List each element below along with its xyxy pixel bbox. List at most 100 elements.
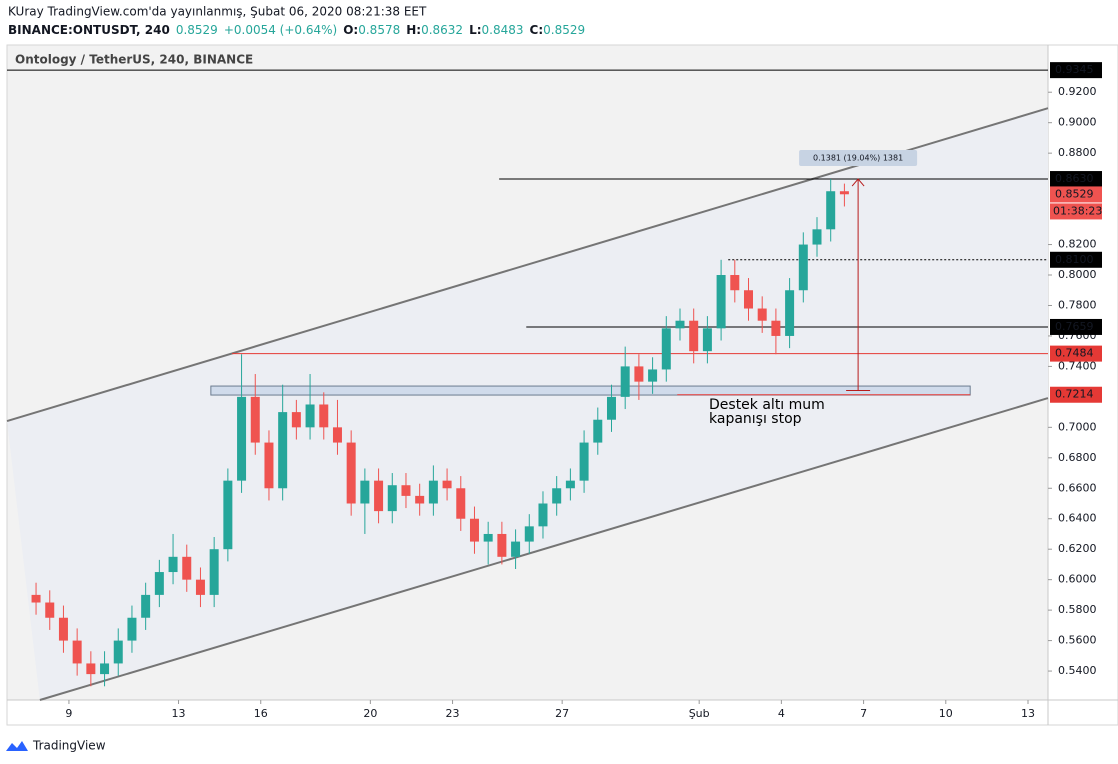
candle-body <box>332 427 342 443</box>
candle-body <box>264 442 274 489</box>
y-tick-label: 0.9000 <box>1058 116 1097 129</box>
candle-body <box>182 556 192 580</box>
candle-body <box>483 533 493 542</box>
candle-body <box>195 579 205 595</box>
candle-body <box>812 229 822 245</box>
price-tag-label: 0.9345 <box>1055 63 1094 76</box>
ohlc-value: 0.8483 <box>482 23 524 37</box>
candle-body <box>511 541 521 557</box>
annotation: kapanışı stop <box>709 411 802 427</box>
candle-body <box>716 275 726 329</box>
candle-body <box>593 419 603 443</box>
measure-box <box>799 150 918 167</box>
candle-body <box>237 396 247 481</box>
y-tick-label: 0.6000 <box>1058 573 1097 586</box>
candle-body <box>360 480 370 504</box>
candle-body <box>100 663 110 675</box>
countdown-tag <box>1050 203 1102 220</box>
x-tick-label: 4 <box>778 707 785 720</box>
candle-body <box>374 480 384 512</box>
countdown: 01:38:23 <box>1053 204 1102 217</box>
ohlc-value: 0.8578 <box>358 23 400 37</box>
candle-body <box>127 617 137 641</box>
x-tick-label: Şub <box>689 707 710 720</box>
candle-body <box>497 533 507 557</box>
candle-body <box>579 442 589 481</box>
price-tag-label: 0.7659 <box>1055 320 1094 333</box>
y-tick-label: 0.6400 <box>1058 512 1097 525</box>
x-tick-label: 23 <box>446 707 460 720</box>
ohlc-label: H: <box>406 23 421 37</box>
candle-body <box>730 275 740 291</box>
price-tag-label: 0.7214 <box>1055 388 1094 401</box>
y-tick-label: 0.6600 <box>1058 481 1097 494</box>
candle-body <box>648 369 658 382</box>
candle-body <box>826 191 836 230</box>
candle-body <box>223 480 233 550</box>
measure-label: 0.1381 (19.04%) 1381 <box>813 154 903 163</box>
annotation: Destek altı mum <box>709 397 825 413</box>
candle-body <box>31 594 41 603</box>
candle-body <box>757 308 767 321</box>
measure-head <box>851 178 865 187</box>
candle-body <box>319 404 329 428</box>
candle-body <box>839 191 849 195</box>
candle-body <box>168 556 178 573</box>
x-tick-label: 16 <box>254 707 268 720</box>
symbol-line: BINANCE:ONTUSDT, 240 0.8529 +0.0054 (+0.64… <box>8 23 585 37</box>
candle-body <box>456 488 466 519</box>
y-tick-label: 0.5800 <box>1058 603 1097 616</box>
candle-body <box>798 244 808 291</box>
price-tag <box>1050 186 1102 203</box>
y-tick-label: 0.5400 <box>1058 664 1097 677</box>
candle-body <box>209 549 219 595</box>
price-tag <box>1050 251 1102 268</box>
y-tick-label: 0.8800 <box>1058 146 1097 159</box>
candle-body <box>634 366 644 382</box>
candle-body <box>86 663 96 675</box>
x-tick-label: 13 <box>172 707 186 720</box>
y-tick-label: 0.6800 <box>1058 451 1097 464</box>
price-tag <box>1050 171 1102 188</box>
candle-body <box>552 488 562 504</box>
y-tick-label: 0.5600 <box>1058 634 1097 647</box>
candle-body <box>45 602 55 618</box>
price-tag <box>1050 345 1102 362</box>
price-tag <box>1050 318 1102 335</box>
y-tick-label: 0.7000 <box>1058 420 1097 433</box>
ohlc-label: C: <box>530 23 544 37</box>
y-tick-label: 0.6200 <box>1058 542 1097 555</box>
y-tick-label: 0.8000 <box>1058 268 1097 281</box>
candle-body <box>606 396 616 420</box>
price-tag-label: 0.8100 <box>1055 253 1094 266</box>
ohlc-value: 0.8529 <box>543 23 585 37</box>
ohlc-label: O: <box>343 23 358 37</box>
x-tick-label: 27 <box>555 707 569 720</box>
x-tick-label: 13 <box>1021 707 1035 720</box>
candle-body <box>702 328 712 352</box>
candle-body <box>538 503 548 527</box>
chart-title: Ontology / TetherUS, 240, BINANCE <box>15 53 253 67</box>
candle-body <box>524 526 534 542</box>
candle-body <box>154 572 164 595</box>
candle-body <box>469 518 479 542</box>
candle-body <box>689 320 699 352</box>
x-tick-label: 20 <box>363 707 377 720</box>
price-tag <box>1050 386 1102 403</box>
candle-body <box>661 328 671 370</box>
candle-body <box>743 290 753 309</box>
frame <box>6 44 1118 726</box>
candle-body <box>428 480 438 504</box>
support-zone <box>210 385 971 396</box>
candle-body <box>278 412 288 489</box>
price-tag <box>1050 62 1102 79</box>
last-price: 0.8529 <box>176 23 218 37</box>
channel-line <box>39 397 1049 701</box>
candle-body <box>415 495 425 504</box>
candle-body <box>675 320 685 329</box>
candle-body <box>113 640 123 664</box>
price-tag-label: 0.8630 <box>1055 172 1094 185</box>
x-tick-label: 10 <box>939 707 953 720</box>
candle-body <box>620 366 630 397</box>
